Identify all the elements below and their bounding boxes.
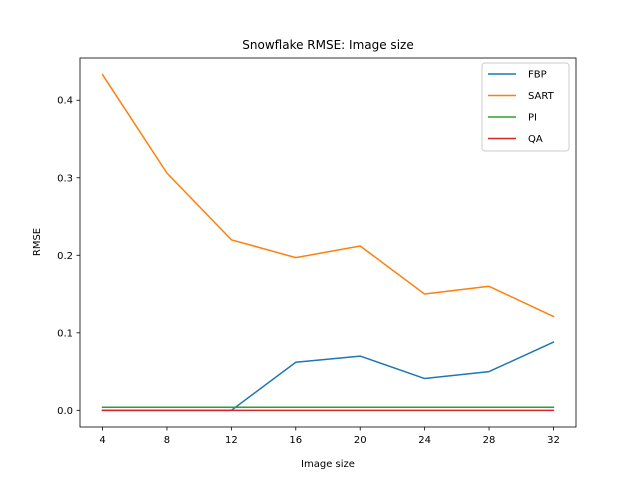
x-axis: 4 8 12 16 20 24 28 32 [99, 427, 560, 446]
y-axis-label: RMSE [32, 228, 43, 256]
x-axis-label: Image size [301, 459, 355, 470]
y-tick-label: 0.0 [57, 406, 73, 417]
y-tick-label: 0.2 [57, 251, 73, 262]
x-tick-label: 24 [418, 435, 431, 446]
chart-title: Snowflake RMSE: Image size [242, 38, 413, 52]
x-tick-label: 20 [354, 435, 367, 446]
x-tick-label: 16 [289, 435, 302, 446]
x-tick-label: 32 [547, 435, 560, 446]
plot-frame [79, 57, 577, 428]
series-layer [101, 73, 555, 412]
x-tick-label: 28 [483, 435, 496, 446]
y-tick-label: 0.4 [57, 96, 73, 107]
x-tick-label: 8 [164, 435, 170, 446]
y-tick-label: 0.1 [57, 328, 73, 339]
y-axis: 0.0 0.1 0.2 0.3 0.4 [57, 96, 80, 417]
legend-label-fbp: FBP [528, 70, 547, 81]
series-line-sart [101, 73, 555, 318]
legend-label-pi: PI [528, 113, 537, 124]
legend-frame [481, 62, 570, 152]
legend-label-sart: SART [528, 91, 555, 102]
legend: FBP SART PI QA [481, 62, 570, 152]
legend-label-qa: QA [528, 134, 543, 145]
x-tick-label: 12 [225, 435, 238, 446]
series-line-fbp [101, 341, 555, 412]
x-tick-label: 4 [99, 435, 105, 446]
y-tick-label: 0.3 [57, 173, 73, 184]
